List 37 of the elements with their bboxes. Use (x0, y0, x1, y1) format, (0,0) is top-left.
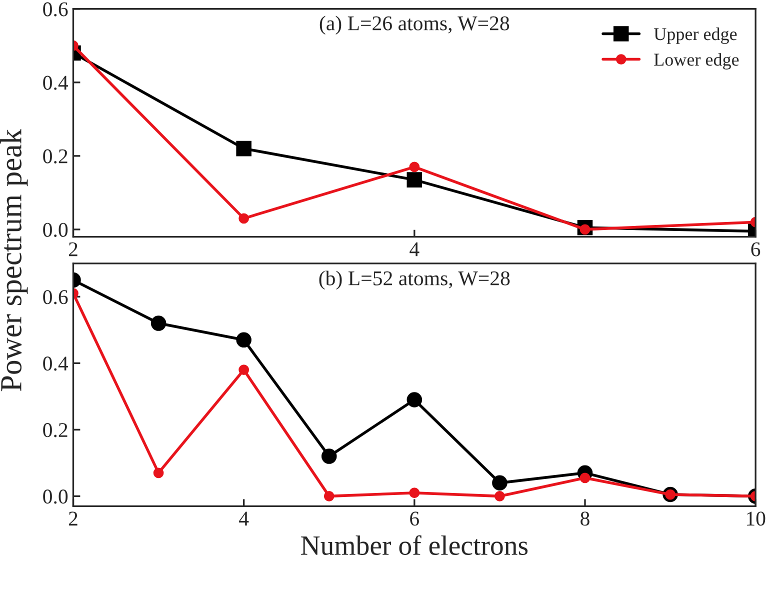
y-tick-label: 0.0 (43, 222, 68, 237)
point (406, 172, 422, 188)
point (153, 468, 164, 478)
point (321, 448, 337, 464)
point (236, 332, 252, 348)
y-tick-label: 0.2 (43, 149, 68, 164)
y-tick-label: 0.6 (43, 2, 68, 16)
point (238, 213, 250, 224)
y-tick-label: 0.4 (43, 76, 68, 90)
legend-label: Lower edge (654, 53, 739, 70)
x-tick-label: 4 (410, 242, 420, 256)
y-axis-title: Power spectrum peak (0, 128, 28, 392)
legend-label: Upper edge (654, 28, 737, 44)
x-tick-label: 4 (239, 512, 249, 526)
y-tick-label: 0.6 (43, 290, 68, 304)
x-tick-label: 10 (746, 512, 766, 526)
annotation: (b) L=52 atoms, W=28 (319, 270, 510, 290)
x-tick-label: 2 (68, 512, 78, 526)
point (492, 475, 508, 491)
point (236, 140, 252, 156)
y-tick-label: 0.4 (43, 356, 68, 371)
point (150, 316, 166, 331)
point (409, 162, 420, 172)
point (409, 488, 420, 498)
point (406, 392, 422, 408)
point (324, 490, 334, 502)
y-tick-label: 0.0 (43, 490, 68, 504)
point (580, 472, 590, 484)
point (238, 364, 250, 376)
x-axis-title: Number of electrons (301, 535, 528, 556)
point (494, 490, 505, 502)
x-tick-label: 6 (751, 242, 760, 256)
x-tick-label: 2 (68, 242, 78, 256)
x-tick-label: 6 (410, 512, 419, 526)
y-tick-label: 0.2 (43, 423, 68, 438)
annotation: (a) L=26 atoms, W=28 (320, 16, 510, 35)
x-tick-label: 8 (580, 512, 590, 526)
